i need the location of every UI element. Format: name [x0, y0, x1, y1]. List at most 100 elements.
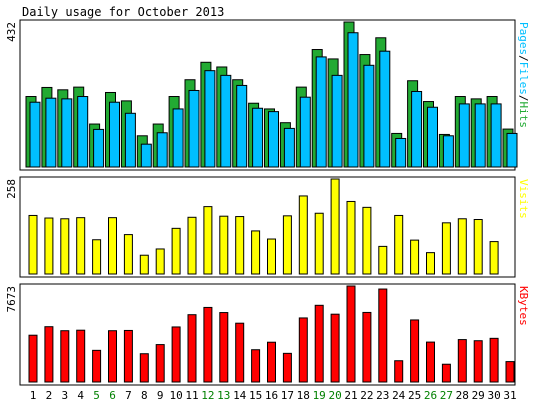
day-tick-label: 31 [503, 389, 516, 402]
day-tick-label: 29 [472, 389, 485, 402]
kbytes-bar [44, 326, 54, 383]
visits-bar [426, 252, 435, 275]
files-bar [490, 103, 502, 168]
kbytes-bar [282, 352, 292, 383]
day-tick-label: 21 [344, 389, 357, 402]
visits-bar [203, 206, 213, 275]
files-bar [252, 107, 264, 168]
files-bar [220, 74, 232, 168]
files-bar [29, 101, 41, 168]
files-bar [61, 98, 73, 168]
legend-entry: Hits [517, 102, 530, 129]
kbytes-bar [298, 317, 308, 383]
day-tick-label: 22 [360, 389, 373, 402]
files-bar [268, 111, 279, 168]
x-axis-day-labels: 1 2 3 4 5 6 7 8 9 10 11 12 13 14 15 16 17 18 19 20 21 22 23 24 2… [30, 389, 517, 402]
visits-bar [155, 248, 165, 275]
visits-bar [441, 222, 451, 275]
files-bar [442, 135, 454, 168]
kbytes-bar [346, 285, 356, 383]
day-tick-label: 9 [157, 389, 164, 402]
day-tick-label: 30 [487, 389, 500, 402]
legend-entry: / [517, 55, 530, 62]
day-tick-label: 6 [109, 389, 116, 402]
files-bar [236, 84, 248, 168]
files-bar [77, 96, 89, 168]
day-tick-label: 11 [185, 389, 198, 402]
files-bar [93, 128, 105, 168]
visits-bar [410, 239, 420, 275]
files-bar [395, 137, 407, 168]
hits-files-pages-panel: 432 Pages/Files/Hits [5, 19, 530, 171]
kbytes-bar [314, 304, 324, 383]
visits-bar [362, 206, 372, 275]
visits-bar [394, 214, 404, 275]
day-tick-label: 2 [46, 389, 53, 402]
day-tick-label: 8 [141, 389, 148, 402]
visits-bar [489, 241, 499, 275]
day-tick-label: 28 [456, 389, 469, 402]
visits-bar [314, 212, 324, 275]
day-tick-label: 17 [281, 389, 294, 402]
visits-bar [108, 217, 117, 275]
kbytes-bar [92, 349, 102, 383]
day-tick-label: 20 [328, 389, 341, 402]
day-tick-label: 16 [265, 389, 278, 402]
visits-bar [346, 200, 356, 275]
files-bar [427, 106, 438, 168]
visits-bar [330, 178, 340, 275]
files-bar [315, 56, 327, 168]
day-tick-label: 7 [125, 389, 132, 402]
kbytes-bar [457, 339, 467, 383]
day-tick-label: 26 [424, 389, 437, 402]
day-tick-label: 3 [61, 389, 68, 402]
chart-title: Daily usage for October 2013 [22, 5, 224, 19]
kbytes-bar [473, 340, 483, 383]
kbytes-bar [330, 313, 340, 383]
kbytes-legend: KBytes [517, 286, 530, 326]
visits-bar [298, 195, 308, 275]
visits-bar [76, 217, 86, 275]
legend-entry: Visits [517, 179, 530, 219]
files-bar [124, 112, 136, 168]
visits-bar [187, 216, 197, 275]
visits-bar [457, 218, 467, 275]
visits-bar [473, 219, 483, 275]
files-bar [188, 89, 200, 168]
visits-max-label: 258 [5, 179, 18, 199]
day-tick-label: 4 [77, 389, 84, 402]
kbytes-bar [187, 314, 197, 383]
day-tick-label: 10 [169, 389, 182, 402]
visits-bar [44, 217, 54, 275]
day-tick-label: 19 [313, 389, 326, 402]
files-bar [506, 132, 518, 168]
visits-bar [60, 218, 70, 275]
visits-bar [219, 215, 229, 275]
files-bar [363, 64, 375, 168]
kbytes-bar [171, 326, 181, 383]
kbytes-bar [426, 341, 435, 383]
kbytes-bar [219, 312, 229, 383]
kbytes-bar [489, 337, 499, 383]
files-bar [331, 74, 343, 168]
visits-panel: 258 Visits [5, 176, 530, 278]
visits-bar [267, 238, 276, 275]
files-bar [458, 103, 470, 168]
kbytes-bar [394, 360, 404, 383]
day-tick-label: 15 [249, 389, 262, 402]
files-bar [283, 127, 295, 168]
legend-entry: Files [517, 62, 530, 95]
kbytes-bar [203, 306, 213, 383]
kbytes-bar [123, 329, 133, 383]
kbytes-bar [267, 341, 276, 383]
files-bar [172, 108, 184, 168]
hits-files-pages-legend: Pages/Files/Hits [517, 22, 530, 128]
kbytes-bar [378, 288, 388, 383]
day-tick-label: 14 [233, 389, 247, 402]
visits-bar [378, 245, 388, 275]
kbytes-bar [139, 353, 149, 383]
visits-legend: Visits [517, 179, 530, 219]
visits-bar [282, 215, 292, 275]
